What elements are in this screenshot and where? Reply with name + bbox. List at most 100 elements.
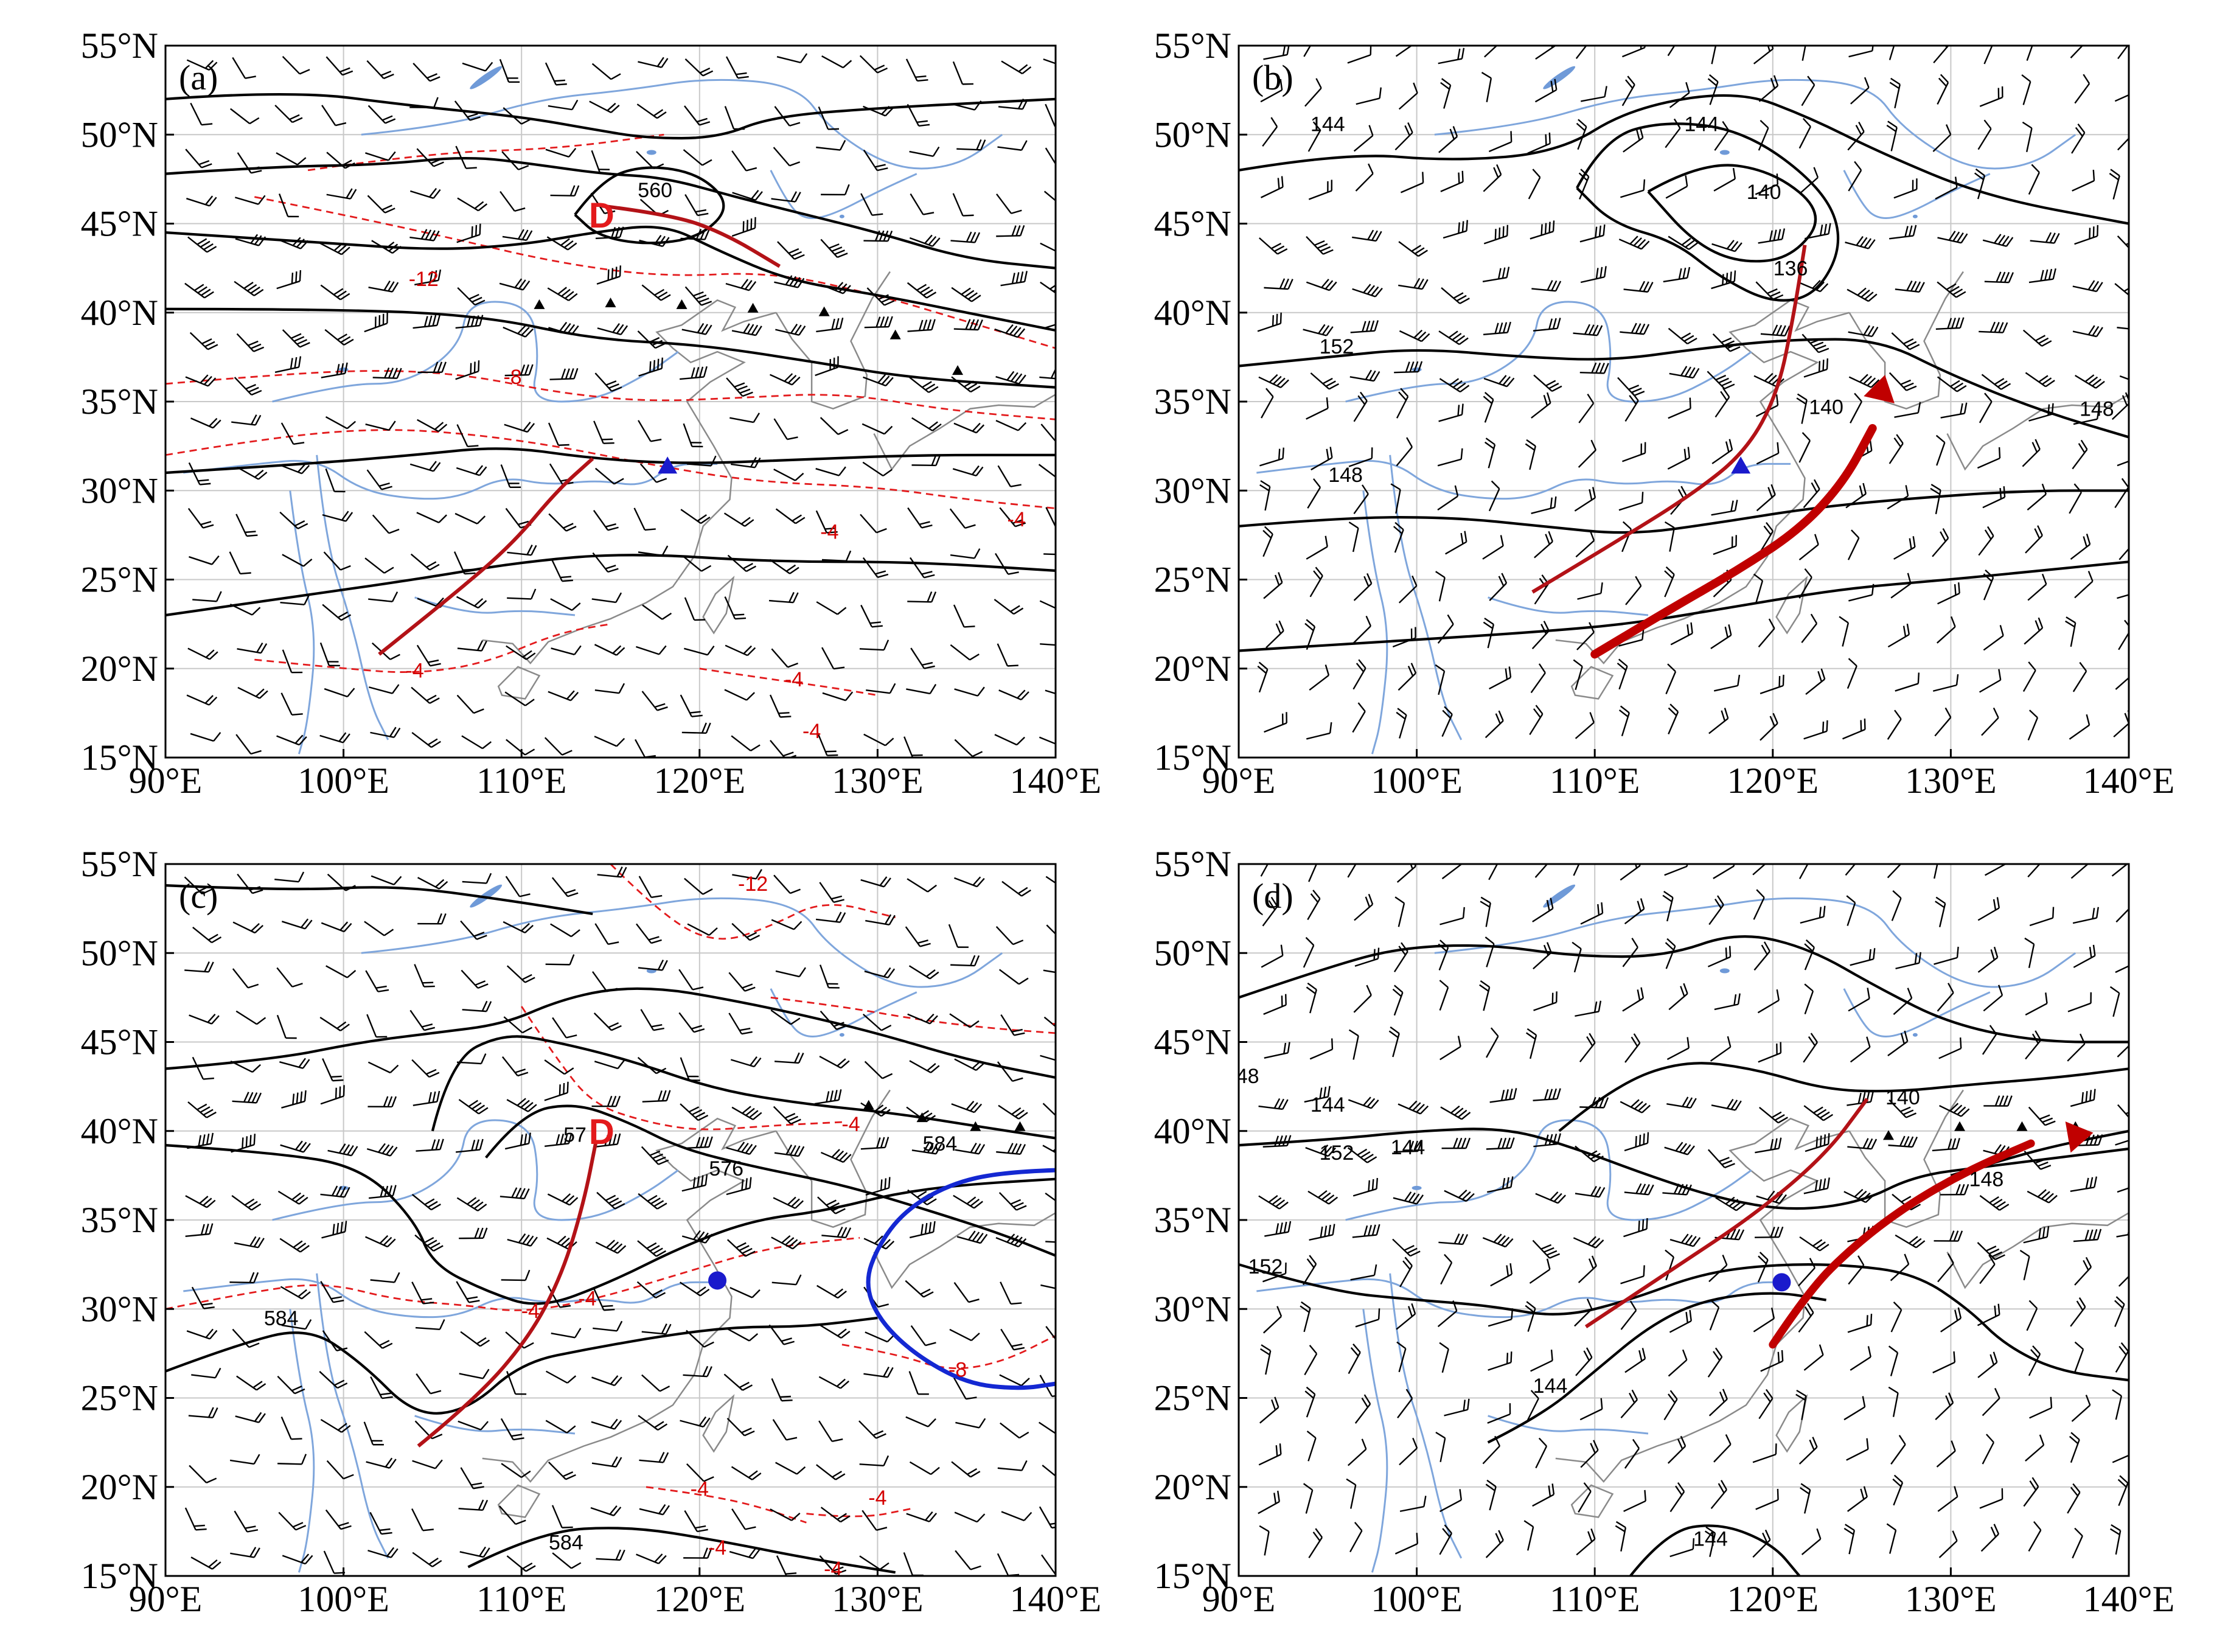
- wind-barb: [1346, 1478, 1357, 1509]
- wind-barb: [371, 240, 402, 254]
- wind-barb: [1393, 942, 1408, 972]
- wind-barb: [2114, 1296, 2125, 1327]
- wind-barb: [230, 1061, 261, 1073]
- temperature-label: -4: [1008, 508, 1026, 531]
- wind-barb: [1667, 1435, 1687, 1464]
- wind-barb: [415, 1319, 445, 1330]
- wind-barb: [638, 357, 663, 377]
- wind-barb: [549, 368, 579, 380]
- wind-barb: [1531, 280, 1562, 292]
- wind-barb: [186, 195, 217, 207]
- wind-barb: [1348, 1096, 1379, 1109]
- wind-barb: [1040, 643, 1056, 646]
- wind-barb: [506, 965, 535, 983]
- wind-barb: [2021, 74, 2031, 105]
- wind-barb: [413, 315, 441, 329]
- wind-barb: [413, 1090, 440, 1106]
- wind-barb: [2114, 283, 2129, 296]
- wind-barb: [951, 100, 982, 111]
- wind-barb: [1847, 121, 1865, 151]
- wind-barb: [949, 1013, 980, 1028]
- wind-barb: [729, 1548, 761, 1560]
- wind-barb: [552, 1017, 577, 1039]
- geopotential-isoline: [1239, 560, 2129, 652]
- wind-barb: [366, 1014, 388, 1038]
- wind-barb: [638, 876, 663, 898]
- wind-barb: [1934, 707, 1952, 737]
- wind-barb: [907, 319, 936, 332]
- wind-barb: [1042, 1145, 1056, 1154]
- wind-barb: [1394, 122, 1413, 151]
- wind-barb: [724, 106, 745, 130]
- wind-barb: [551, 559, 573, 582]
- wind-barb: [1437, 485, 1459, 511]
- wind-barb: [1758, 75, 1779, 102]
- wind-barb: [1438, 126, 1458, 153]
- station-triangle-marker: [658, 456, 678, 474]
- wind-barb: [416, 1138, 444, 1152]
- wind-barb: [1760, 324, 1791, 337]
- wind-barb: [505, 876, 531, 897]
- temperature-isotherm: [806, 1507, 914, 1518]
- wind-barb: [1264, 1221, 1292, 1237]
- wind-barb: [2022, 439, 2041, 467]
- wind-barb: [191, 1367, 221, 1379]
- wind-barb: [1760, 674, 1784, 694]
- wind-barb: [280, 594, 310, 605]
- wind-barb: [1445, 531, 1467, 555]
- wind-barb: [365, 420, 396, 431]
- wind-barb: [545, 954, 575, 966]
- wind-barb: [325, 1509, 352, 1530]
- wind-barb: [1040, 1284, 1056, 1289]
- wind-barb: [1801, 46, 1806, 61]
- wind-barb: [909, 1060, 940, 1073]
- geopotential-isoline: [1239, 489, 2129, 534]
- wind-barb: [1935, 896, 1946, 927]
- wind-barb: [1581, 86, 1607, 102]
- wind-barb: [1895, 952, 1921, 970]
- wind-barb: [905, 926, 931, 947]
- longitude-tick-label: 110°E: [476, 1579, 566, 1619]
- wind-barb: [1977, 1351, 1998, 1378]
- wind-barb: [235, 1010, 266, 1025]
- wind-barb: [1708, 1389, 1728, 1417]
- wind-barb: [1580, 266, 1607, 284]
- wind-barb: [1622, 938, 1638, 967]
- wind-barb: [417, 913, 447, 925]
- wind-barb: [366, 60, 394, 80]
- wind-barb: [457, 640, 487, 652]
- wind-barb: [638, 1193, 667, 1210]
- wind-barb: [2072, 169, 2095, 192]
- wind-barb: [1796, 393, 1808, 424]
- wind-barb: [1311, 447, 1333, 471]
- wind-barb: [591, 150, 611, 175]
- wind-barb: [1435, 1431, 1446, 1462]
- wind-barb: [1304, 1086, 1331, 1103]
- wind-barb: [682, 555, 712, 572]
- wind-barb: [1489, 573, 1508, 601]
- longitude-tick-label: 120°E: [1727, 761, 1819, 801]
- wind-barb: [860, 514, 887, 534]
- wind-barb: [410, 553, 440, 571]
- wind-barb: [815, 911, 846, 923]
- longitude-tick-label: 120°E: [653, 1579, 745, 1619]
- wind-barb: [462, 873, 492, 884]
- wind-barb: [1045, 147, 1056, 166]
- wind-barb: [1977, 447, 2001, 469]
- latitude-tick-label: 45°N: [1154, 1022, 1231, 1062]
- wind-barb: [1622, 987, 1645, 1012]
- wind-barb: [1886, 1523, 1897, 1554]
- wind-barb: [596, 1191, 625, 1210]
- wind-barb: [597, 866, 627, 878]
- wind-barb: [2070, 864, 2089, 879]
- station-circle-marker: [1772, 1273, 1791, 1292]
- wind-barb: [1398, 82, 1418, 110]
- wind-barb: [499, 58, 520, 83]
- wind-barb: [1707, 1347, 1723, 1378]
- wind-barb: [1580, 1440, 1599, 1468]
- wind-barb: [230, 1547, 260, 1558]
- wind-barb: [1889, 46, 1895, 60]
- wind-barb: [637, 1056, 667, 1075]
- wind-barb: [684, 1510, 708, 1533]
- latitude-tick-label: 25°N: [1154, 560, 1231, 600]
